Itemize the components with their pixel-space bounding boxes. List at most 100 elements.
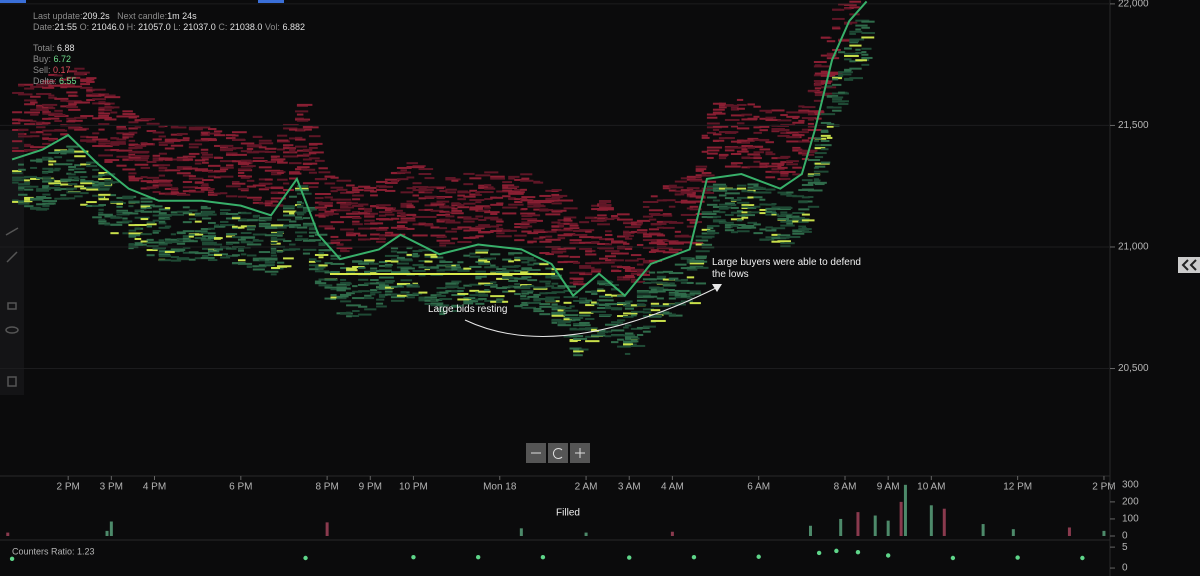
heat-cell (400, 202, 413, 205)
heat-cell (579, 314, 591, 317)
heat-cell (194, 162, 202, 165)
heat-cell (813, 139, 819, 142)
heat-cell (240, 218, 247, 221)
heat-cell (225, 242, 233, 245)
heat-cell (502, 258, 512, 261)
heat-cell (277, 265, 288, 268)
heat-cell (605, 305, 611, 308)
heat-cell (110, 106, 120, 109)
heat-cell (277, 171, 284, 174)
heat-cell (753, 223, 761, 226)
heat-cell (605, 233, 613, 236)
heat-cell (527, 301, 541, 304)
heat-cell (252, 201, 264, 204)
heat-cell (780, 213, 793, 216)
heat-cell (730, 204, 737, 207)
heat-cell (24, 179, 30, 182)
heat-cell (346, 304, 361, 307)
heat-cell (116, 213, 130, 216)
volume-bar (105, 530, 109, 536)
price-line (11, 0, 868, 298)
collapse-button[interactable] (1178, 257, 1200, 273)
heat-cell (336, 286, 347, 289)
heat-cell (814, 72, 831, 75)
heat-cell (302, 153, 311, 156)
heat-cell (384, 286, 395, 289)
heat-cell (605, 330, 613, 333)
heat-cell (712, 187, 722, 190)
heat-cell (302, 168, 316, 171)
heat-cell (188, 239, 195, 242)
reset-button[interactable] (548, 443, 568, 463)
heat-cell (642, 239, 655, 242)
heat-cell (490, 264, 496, 267)
heat-cell (110, 137, 117, 140)
heat-cell (514, 286, 521, 289)
heat-cell (520, 173, 533, 176)
heat-cell (747, 146, 755, 149)
heat-cell (418, 274, 426, 277)
heat-cell (780, 123, 796, 126)
heat-cell (439, 313, 446, 316)
heat-cell (146, 249, 158, 252)
heat-cell (741, 113, 753, 116)
heat-cell (340, 203, 352, 206)
heat-cell (718, 203, 733, 206)
heat-cell (182, 190, 192, 193)
heat-cell (636, 333, 644, 336)
heat-cell (213, 156, 224, 159)
heat-cell (240, 142, 255, 145)
heat-cell (146, 160, 157, 163)
heat-cell (207, 128, 217, 131)
heat-cell (30, 166, 38, 169)
heat-cell (855, 28, 861, 31)
heat-cell (469, 189, 478, 192)
heat-cell (188, 251, 199, 254)
heat-cell (798, 109, 810, 112)
heat-cell (695, 266, 709, 269)
heat-cell (463, 216, 472, 219)
heat-cell (436, 294, 446, 297)
heat-cell (201, 183, 209, 186)
heat-cell (686, 175, 702, 178)
heat-cell (158, 208, 171, 211)
heat-cell (623, 312, 638, 315)
heat-cell (478, 184, 488, 187)
heat-cell (563, 309, 579, 312)
heat-cell (252, 257, 264, 260)
heat-cell (201, 153, 213, 156)
heat-cell (314, 233, 328, 236)
heat-cell (258, 202, 266, 205)
heat-cell (712, 133, 722, 136)
heat-cell (128, 127, 138, 130)
heat-cell (826, 71, 840, 74)
heat-cell (521, 177, 530, 180)
heat-cell (490, 196, 504, 199)
heat-cell (140, 200, 153, 203)
heat-cell (258, 251, 271, 254)
value: 21037.0 (183, 22, 216, 32)
heat-cell (730, 206, 739, 209)
ratio-dot (411, 554, 416, 560)
heat-cell (252, 157, 265, 160)
heat-cell (557, 306, 572, 309)
heat-cell (302, 206, 318, 209)
heat-cell (110, 141, 126, 144)
value: 6.55 (59, 76, 77, 86)
heat-cell (650, 314, 663, 317)
heat-cell (551, 196, 563, 199)
heat-cell (376, 188, 387, 191)
heat-cell (759, 228, 767, 231)
zoom-controls[interactable] (526, 443, 590, 463)
heat-cell (650, 288, 660, 291)
heat-cell (813, 170, 829, 173)
heat-cell (490, 203, 504, 206)
heat-cell (463, 202, 476, 205)
heat-cell (36, 92, 52, 95)
heat-cell (771, 171, 782, 174)
heat-cell (104, 215, 117, 218)
heat-cell (656, 199, 667, 202)
heat-cell (264, 261, 276, 264)
heat-cell (352, 260, 363, 263)
heat-cell (724, 118, 740, 121)
